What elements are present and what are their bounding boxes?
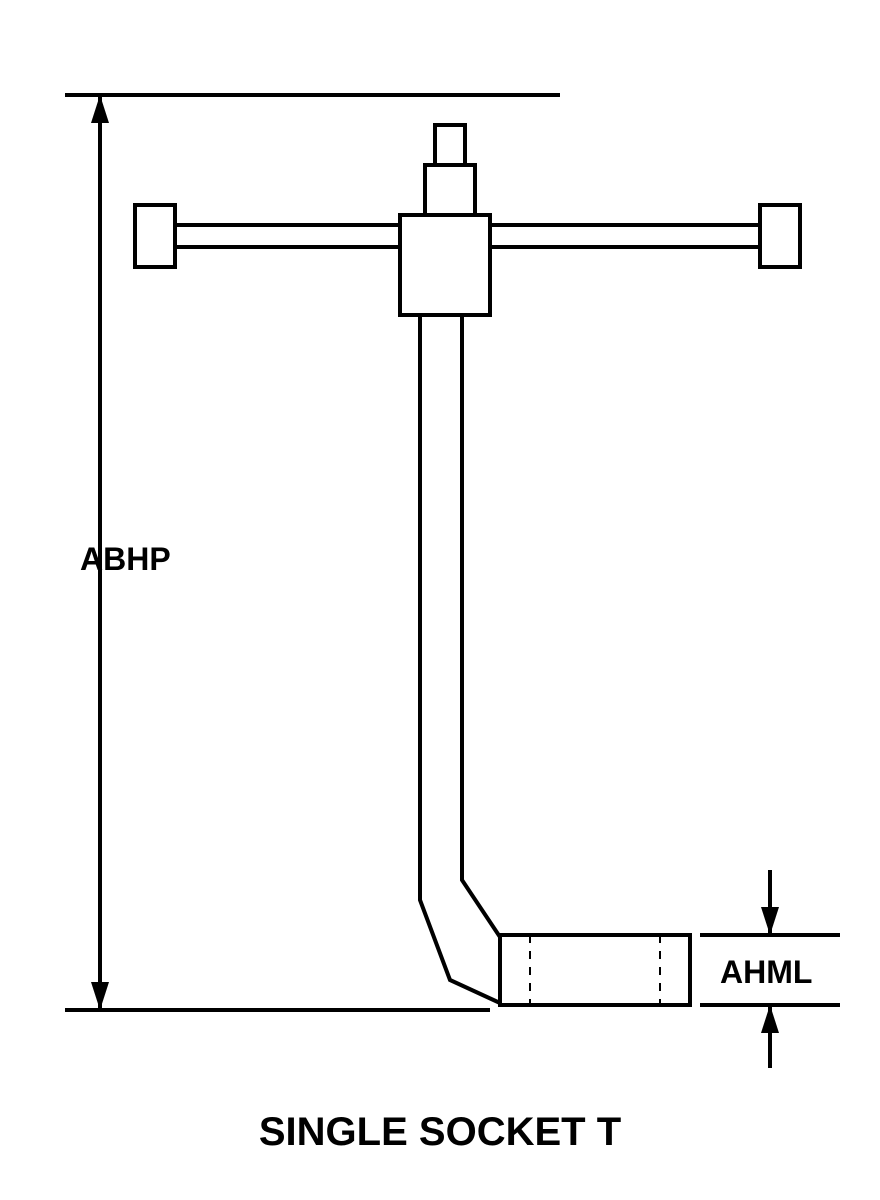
diagram-title: SINGLE SOCKET T [259, 1110, 621, 1154]
dim-label-ahml: AHML [720, 954, 812, 990]
dim-label-abhp: ABHP [80, 541, 171, 577]
